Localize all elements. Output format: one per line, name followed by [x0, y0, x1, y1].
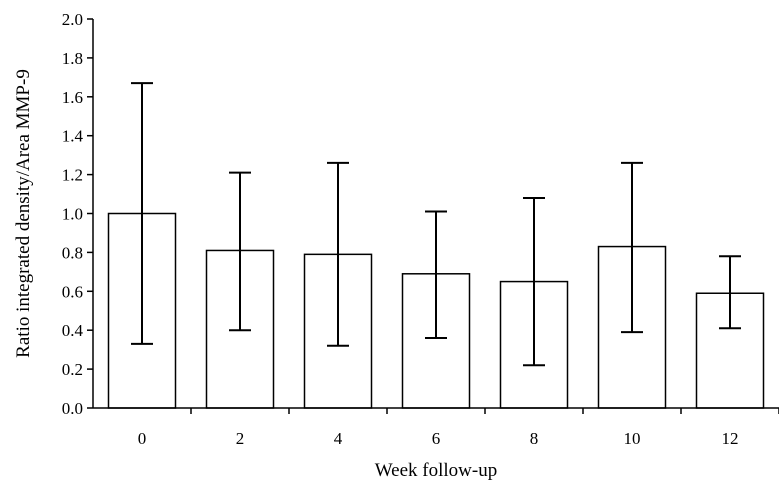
error-bars-layer — [131, 82, 741, 367]
x-tick-label: 0 — [138, 429, 147, 448]
y-tick-label: 1.8 — [62, 49, 83, 68]
x-axis-title: Week follow-up — [375, 460, 497, 481]
x-ticks-layer: 0 2 4 6 8 10 12 — [138, 408, 779, 448]
y-tick-label: 0.8 — [62, 243, 83, 262]
y-tick-label: 0.4 — [62, 321, 84, 340]
y-axis-title: Ratio integrated density/Area MMP-9 — [13, 69, 34, 358]
y-tick-label: 0.2 — [62, 360, 83, 379]
y-tick-label: 0.6 — [62, 282, 83, 301]
x-tick-label: 8 — [530, 429, 539, 448]
y-tick-label: 1.4 — [62, 127, 84, 146]
bar-week-6 — [401, 273, 471, 409]
x-tick-label: 10 — [624, 429, 641, 448]
y-tick-label: 0.0 — [62, 399, 83, 418]
y-ticks-layer: 0.0 0.2 0.4 0.6 0.8 1.0 1.2 1.4 1.6 1.8 2.0 — [62, 10, 93, 418]
y-tick-label: 2.0 — [62, 10, 83, 29]
y-tick-label: 1.0 — [62, 205, 83, 224]
y-tick-label: 1.2 — [62, 166, 83, 185]
x-tick-label: 4 — [334, 429, 343, 448]
x-tick-label: 12 — [722, 429, 739, 448]
x-tick-label: 6 — [432, 429, 441, 448]
y-tick-label: 1.6 — [62, 88, 83, 107]
x-tick-label: 2 — [236, 429, 245, 448]
